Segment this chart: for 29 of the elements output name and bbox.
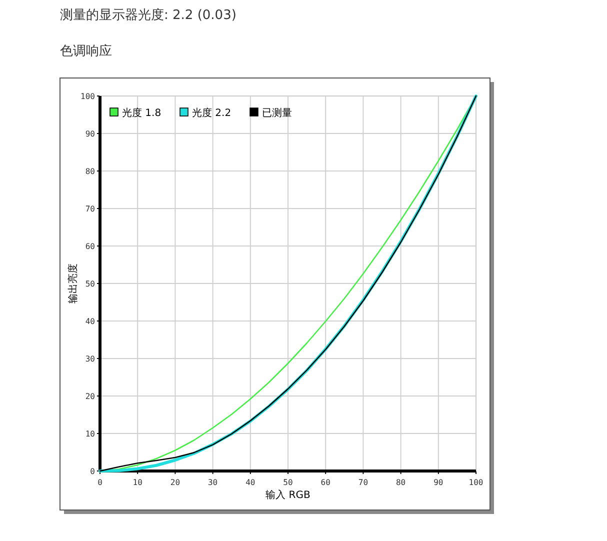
x-tick-label: 30 — [208, 478, 218, 487]
legend-label: 光度 2.2 — [192, 107, 232, 119]
y-tick-label: 100 — [80, 92, 96, 101]
y-tick-label: 30 — [85, 354, 96, 364]
chart-subtitle: 色调响应 — [60, 43, 112, 59]
x-tick-label: 40 — [246, 478, 256, 487]
y-tick-label: 90 — [85, 130, 96, 138]
x-tick-label: 70 — [358, 478, 368, 487]
legend-label: 已测量 — [262, 107, 292, 119]
x-tick-label: 0 — [98, 478, 103, 487]
legend-label: 光度 1.8 — [122, 107, 162, 119]
y-tick-label: 70 — [85, 204, 96, 214]
x-tick-label: 90 — [434, 478, 444, 487]
x-tick-label: 100 — [468, 478, 484, 487]
y-tick-label: 40 — [85, 317, 96, 326]
y-tick-label: 50 — [85, 280, 96, 288]
x-tick-label: 80 — [396, 478, 406, 487]
y-tick-label: 80 — [85, 167, 96, 176]
y-axis-title: 输出亮度 — [67, 264, 79, 304]
x-tick-label: 10 — [132, 478, 143, 487]
chart-title: 测量的显示器光度: 2.2 (0.03) — [60, 7, 236, 23]
y-tick-label: 60 — [85, 242, 96, 251]
x-tick-label: 20 — [170, 478, 180, 487]
y-tick-label: 20 — [85, 392, 96, 401]
x-tick-label: 50 — [283, 478, 293, 487]
y-tick-label: 10 — [85, 430, 96, 438]
y-tick-label: 0 — [90, 467, 96, 476]
x-tick-label: 60 — [320, 478, 331, 487]
x-axis-title: 输入 RGB — [266, 489, 310, 501]
